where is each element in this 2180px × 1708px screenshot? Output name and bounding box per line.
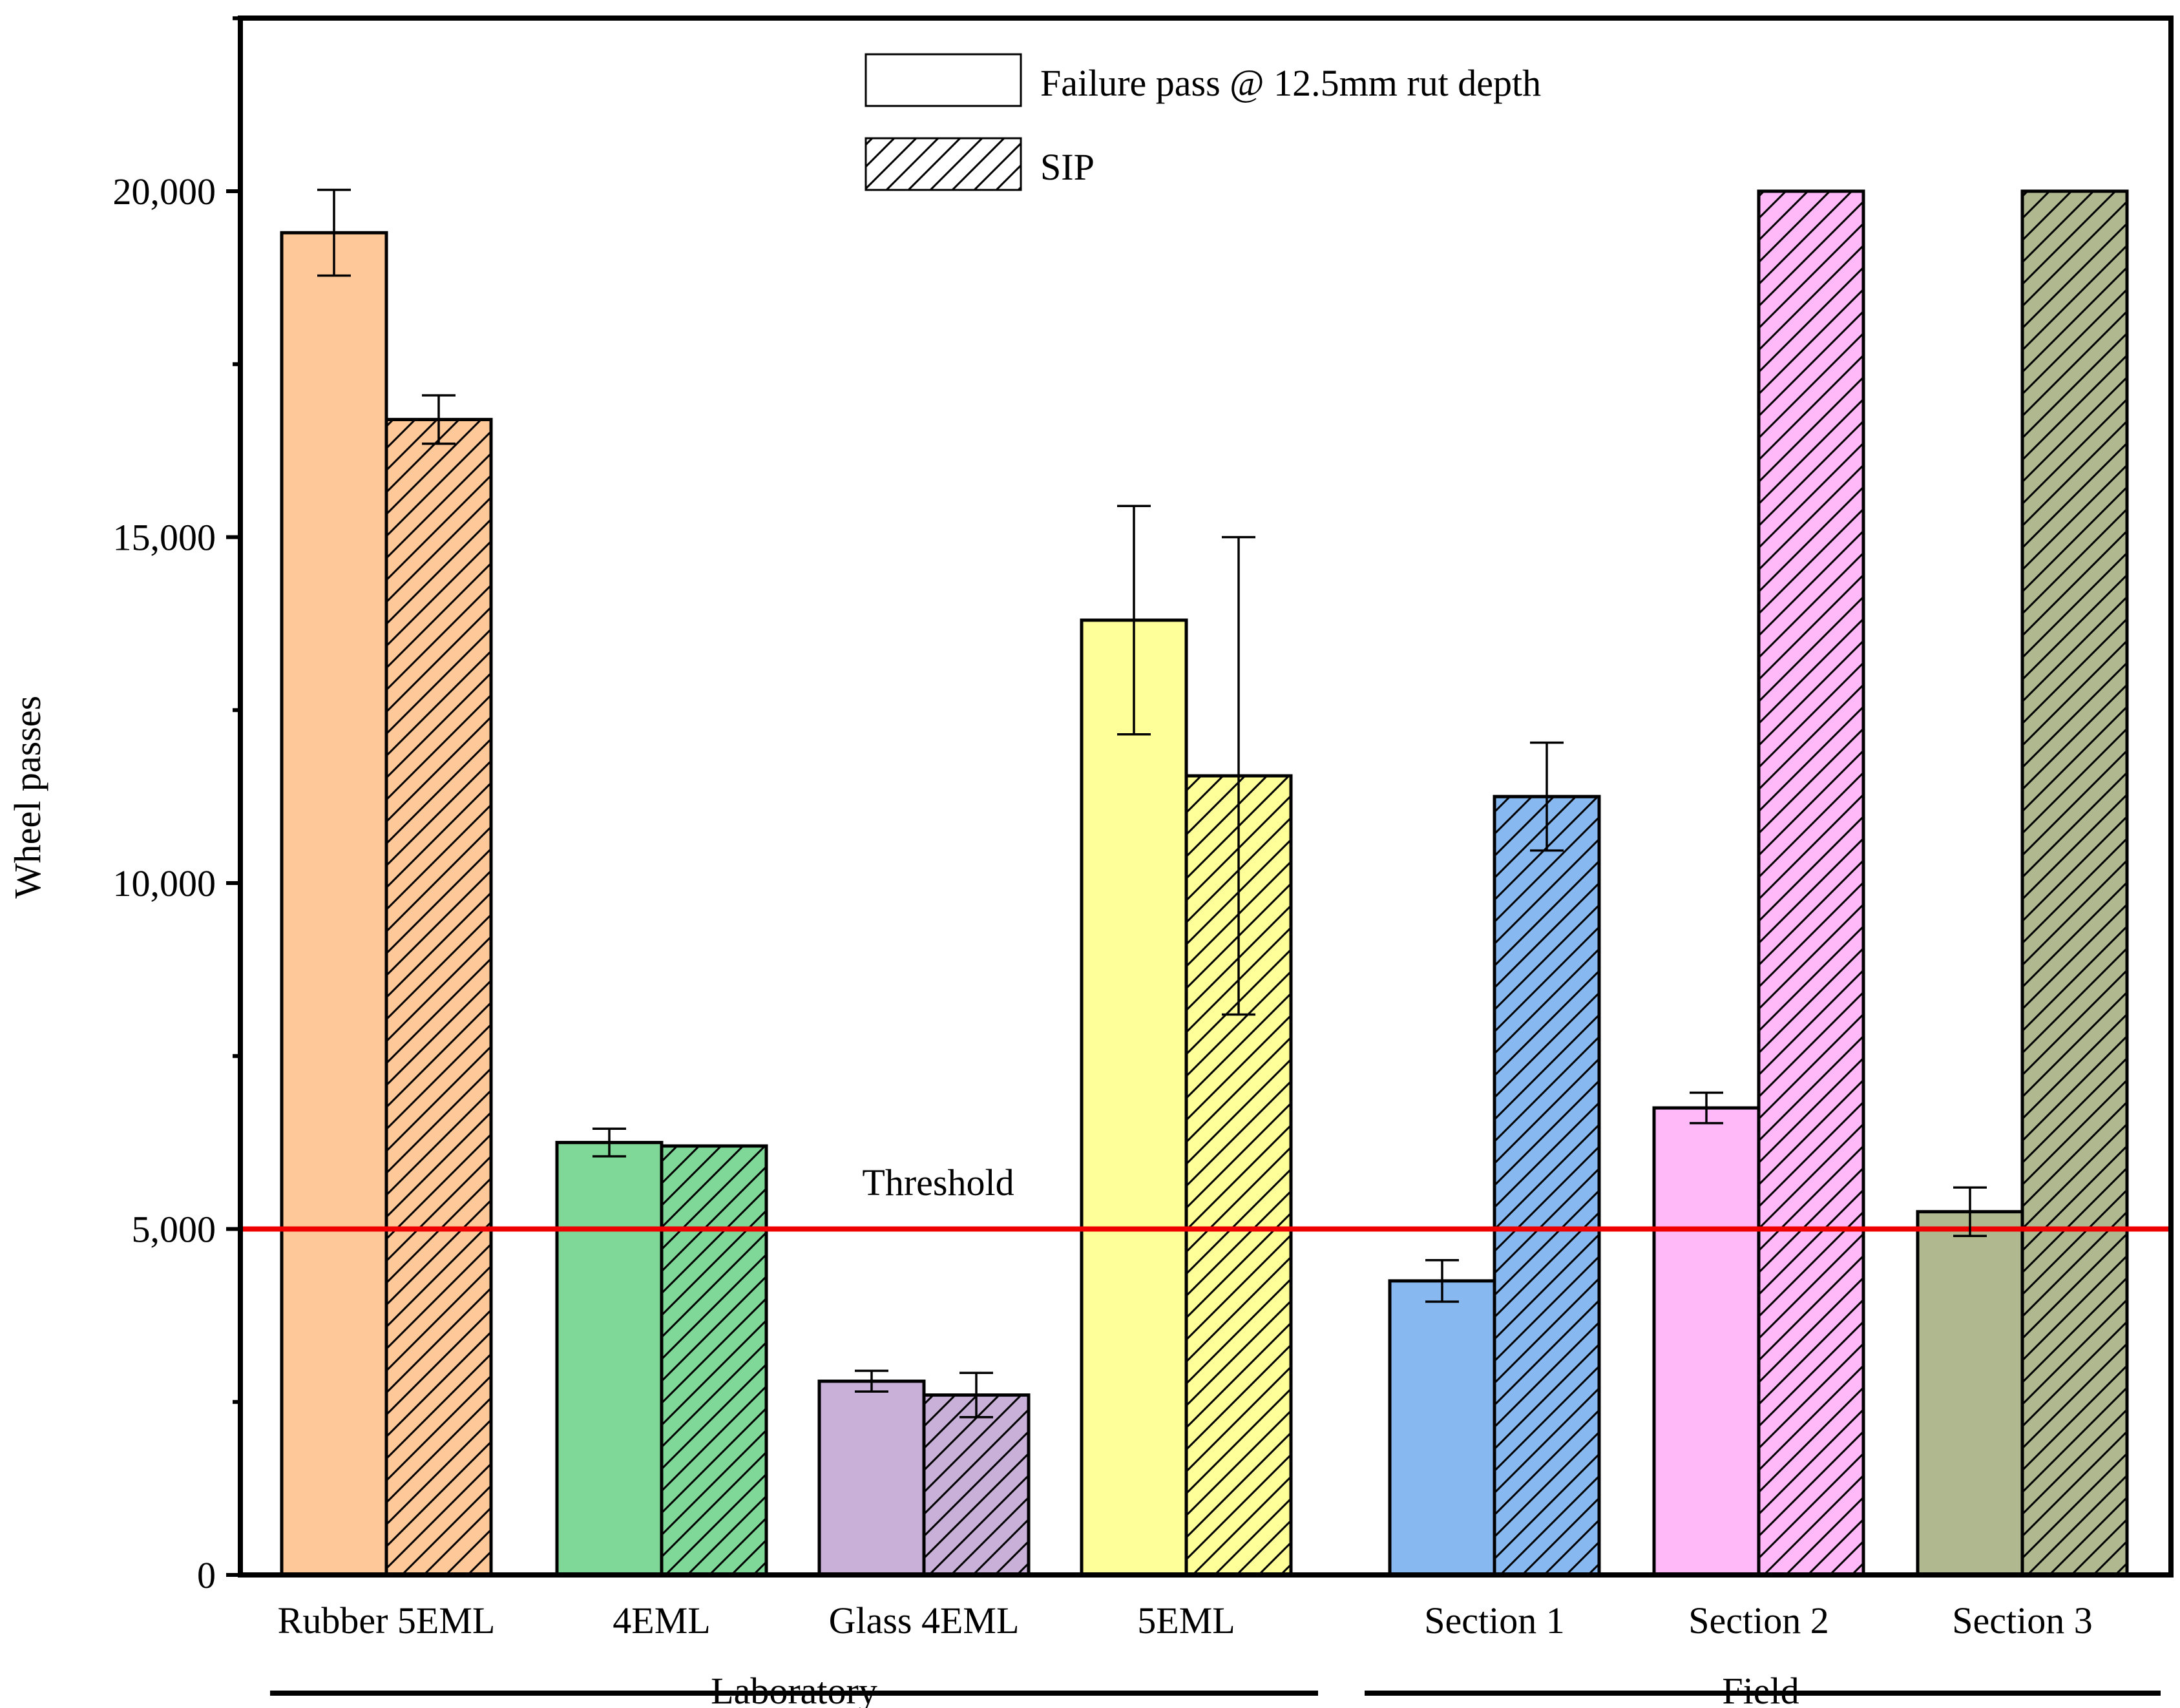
bar-4eml-failure-pass (555, 1141, 664, 1577)
category-label-5eml: 5EML (1137, 1599, 1235, 1641)
legend-label-sip: SIP (1040, 146, 1095, 188)
bar-glass-4eml-sip-hatch (922, 1393, 1031, 1577)
bar-section-3-sip-hatch (2020, 189, 2129, 1577)
bar-rubber-5eml-sip-hatch (384, 417, 493, 1577)
category-label-glass-4eml: Glass 4EML (829, 1599, 1020, 1641)
bar-section-1-failure-pass (1388, 1279, 1496, 1577)
legend: Failure pass @ 12.5mm rut depth SIP (865, 53, 1541, 191)
bar-4eml-sip-hatch (660, 1144, 768, 1577)
bar-section-2-failure-pass (1652, 1106, 1761, 1577)
category-label-rubber-5eml: Rubber 5EML (278, 1599, 496, 1641)
legend-swatch-sip (865, 137, 1022, 191)
threshold-label: Threshold (862, 1161, 1014, 1203)
legend-swatch-failure (865, 53, 1022, 107)
bar-5eml-failure-pass (1080, 618, 1188, 1577)
category-label-section-1: Section 1 (1424, 1599, 1564, 1641)
error-bars-layer (317, 189, 1987, 1419)
bar-section-3-failure-pass (1916, 1210, 2024, 1577)
category-label-4eml: 4EML (613, 1599, 710, 1641)
bar-rubber-5eml-failure-pass (280, 231, 388, 1577)
legend-label-failure: Failure pass @ 12.5mm rut depth (1040, 62, 1541, 104)
y-tick-label: 15,000 (113, 517, 216, 559)
y-tick-label: 20,000 (113, 171, 216, 213)
category-label-section-2: Section 2 (1688, 1599, 1829, 1641)
y-axis-label: Wheel passes (6, 696, 48, 899)
group-label-laboratory: Laboratory (711, 1670, 877, 1708)
bar-section-2-sip-hatch (1757, 189, 1865, 1577)
bar-section-1-sip-hatch (1493, 795, 1601, 1577)
y-tick-label: 5,000 (132, 1209, 216, 1251)
y-tick-label: 10,000 (113, 862, 216, 904)
category-label-section-3: Section 3 (1952, 1599, 2092, 1641)
axes-layer: Rubber 5EML 4EML Glass 4EML 5EML Section 1 Se… (113, 16, 2174, 1641)
group-label-field: Field (1722, 1670, 1799, 1708)
bar-glass-4eml-failure-pass (817, 1379, 926, 1577)
bars-layer (280, 189, 2129, 1577)
plot-frame (238, 16, 2174, 1578)
y-tick-label: 0 (197, 1554, 216, 1596)
